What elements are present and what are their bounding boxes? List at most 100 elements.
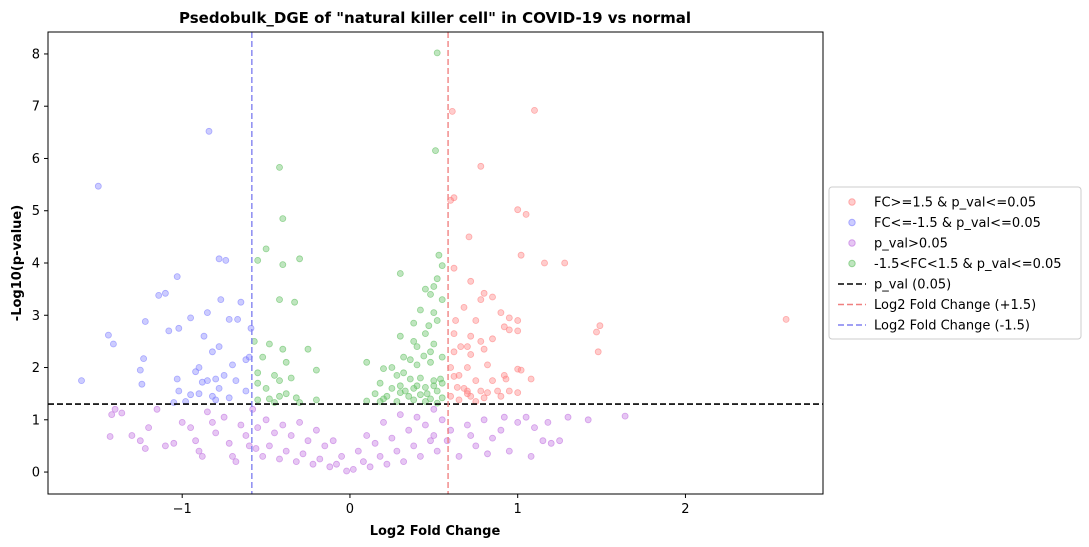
point-s2-52 (312, 426, 320, 434)
y-tick-label-8: 8 (32, 47, 40, 62)
point-s1-14 (141, 318, 149, 325)
point-s0-12 (467, 277, 475, 285)
point-s3-86 (400, 353, 408, 361)
point-s2-59 (421, 421, 429, 429)
series-0 (447, 107, 790, 405)
point-s2-70 (438, 416, 446, 424)
point-s3-79 (363, 397, 371, 405)
point-s3-18 (416, 306, 424, 314)
point-s1-0 (205, 127, 213, 135)
point-s0-56 (514, 389, 522, 397)
point-s0-55 (505, 387, 513, 395)
point-s2-61 (388, 434, 396, 442)
x-tick-label-0: −1 (173, 502, 192, 517)
point-s3-67 (396, 389, 404, 397)
legend-label-4: p_val (0.05) (874, 278, 951, 293)
point-s0-7 (465, 233, 473, 241)
point-s2-88 (309, 460, 317, 468)
point-s2-0 (108, 411, 116, 419)
point-s2-51 (296, 418, 304, 426)
y-tick-label-0: 0 (32, 466, 40, 481)
point-s3-71 (438, 394, 446, 402)
point-s0-39 (463, 364, 471, 371)
point-s0-25 (450, 330, 458, 338)
y-tick-label-3: 3 (32, 309, 40, 324)
point-s3-68 (405, 392, 413, 400)
point-s3-10 (433, 275, 441, 283)
point-s3-80 (380, 395, 387, 403)
y-axis: 0 1 2 3 4 5 6 7 8 (32, 47, 48, 481)
point-s2-8 (170, 439, 178, 447)
point-s1-34 (232, 377, 240, 385)
series-2 (106, 405, 629, 475)
y-tick-label-4: 4 (32, 257, 40, 272)
point-s2-71 (427, 437, 434, 445)
point-s0-9 (541, 259, 548, 267)
point-s2-26 (242, 432, 250, 439)
point-s3-55 (421, 383, 429, 391)
point-s3-5 (435, 251, 443, 259)
point-s2-95 (252, 445, 260, 452)
point-s3-61 (292, 394, 300, 402)
point-s2-63 (354, 447, 362, 455)
point-s1-31 (203, 377, 211, 385)
legend-marker-2 (848, 239, 856, 247)
point-s1-19 (110, 340, 117, 348)
point-s2-7 (161, 442, 169, 450)
plot-frame (47, 31, 824, 495)
point-s2-67 (287, 432, 295, 439)
point-s2-45 (484, 450, 491, 458)
point-s1-30 (212, 375, 220, 383)
point-s2-18 (249, 405, 257, 413)
point-s2-35 (621, 412, 629, 420)
point-s3-42 (254, 369, 262, 377)
legend-label-3: -1.5<FC<1.5 & p_val<=0.05 (874, 257, 1062, 272)
point-s3-65 (371, 390, 379, 398)
point-s3-34 (282, 358, 290, 366)
point-s3-48 (416, 374, 424, 382)
point-s2-11 (195, 447, 203, 455)
point-s3-69 (416, 391, 424, 399)
point-s0-43 (455, 371, 463, 379)
point-s1-7 (217, 296, 225, 304)
point-s3-11 (430, 283, 438, 290)
point-s0-8 (517, 251, 525, 259)
y-tick-label-1: 1 (32, 413, 40, 428)
point-s1-40 (195, 390, 203, 398)
point-s3-19 (430, 309, 438, 317)
point-s2-60 (405, 426, 413, 434)
point-s2-89 (292, 458, 300, 466)
point-s3-24 (265, 340, 273, 348)
point-s2-19 (128, 432, 136, 439)
point-s3-40 (413, 361, 421, 369)
point-s3-36 (363, 358, 371, 366)
point-s2-58 (430, 405, 438, 413)
point-s2-3 (106, 433, 114, 440)
point-s2-64 (338, 452, 346, 460)
point-s0-49 (527, 375, 535, 383)
point-s2-55 (380, 418, 387, 426)
point-s2-31 (547, 439, 555, 447)
point-s0-17 (497, 309, 505, 317)
point-s0-52 (477, 387, 485, 395)
point-s1-38 (175, 387, 183, 395)
point-s2-25 (232, 458, 240, 466)
point-s0-15 (477, 296, 485, 304)
point-s3-58 (262, 384, 270, 392)
point-s1-32 (173, 375, 181, 383)
point-s2-13 (212, 429, 220, 437)
point-s2-40 (472, 442, 480, 450)
point-s2-75 (359, 458, 367, 466)
point-s2-21 (192, 437, 200, 445)
point-s2-20 (145, 424, 153, 432)
point-s1-3 (222, 256, 230, 264)
point-s3-12 (396, 270, 404, 277)
point-s3-9 (438, 262, 446, 270)
point-s2-15 (229, 452, 236, 460)
legend-label-1: FC<=-1.5 & p_val<=0.05 (874, 216, 1041, 231)
legend-marker-0 (848, 198, 856, 206)
point-s2-91 (259, 452, 267, 460)
point-s3-25 (279, 345, 287, 353)
point-s3-1 (432, 147, 439, 155)
